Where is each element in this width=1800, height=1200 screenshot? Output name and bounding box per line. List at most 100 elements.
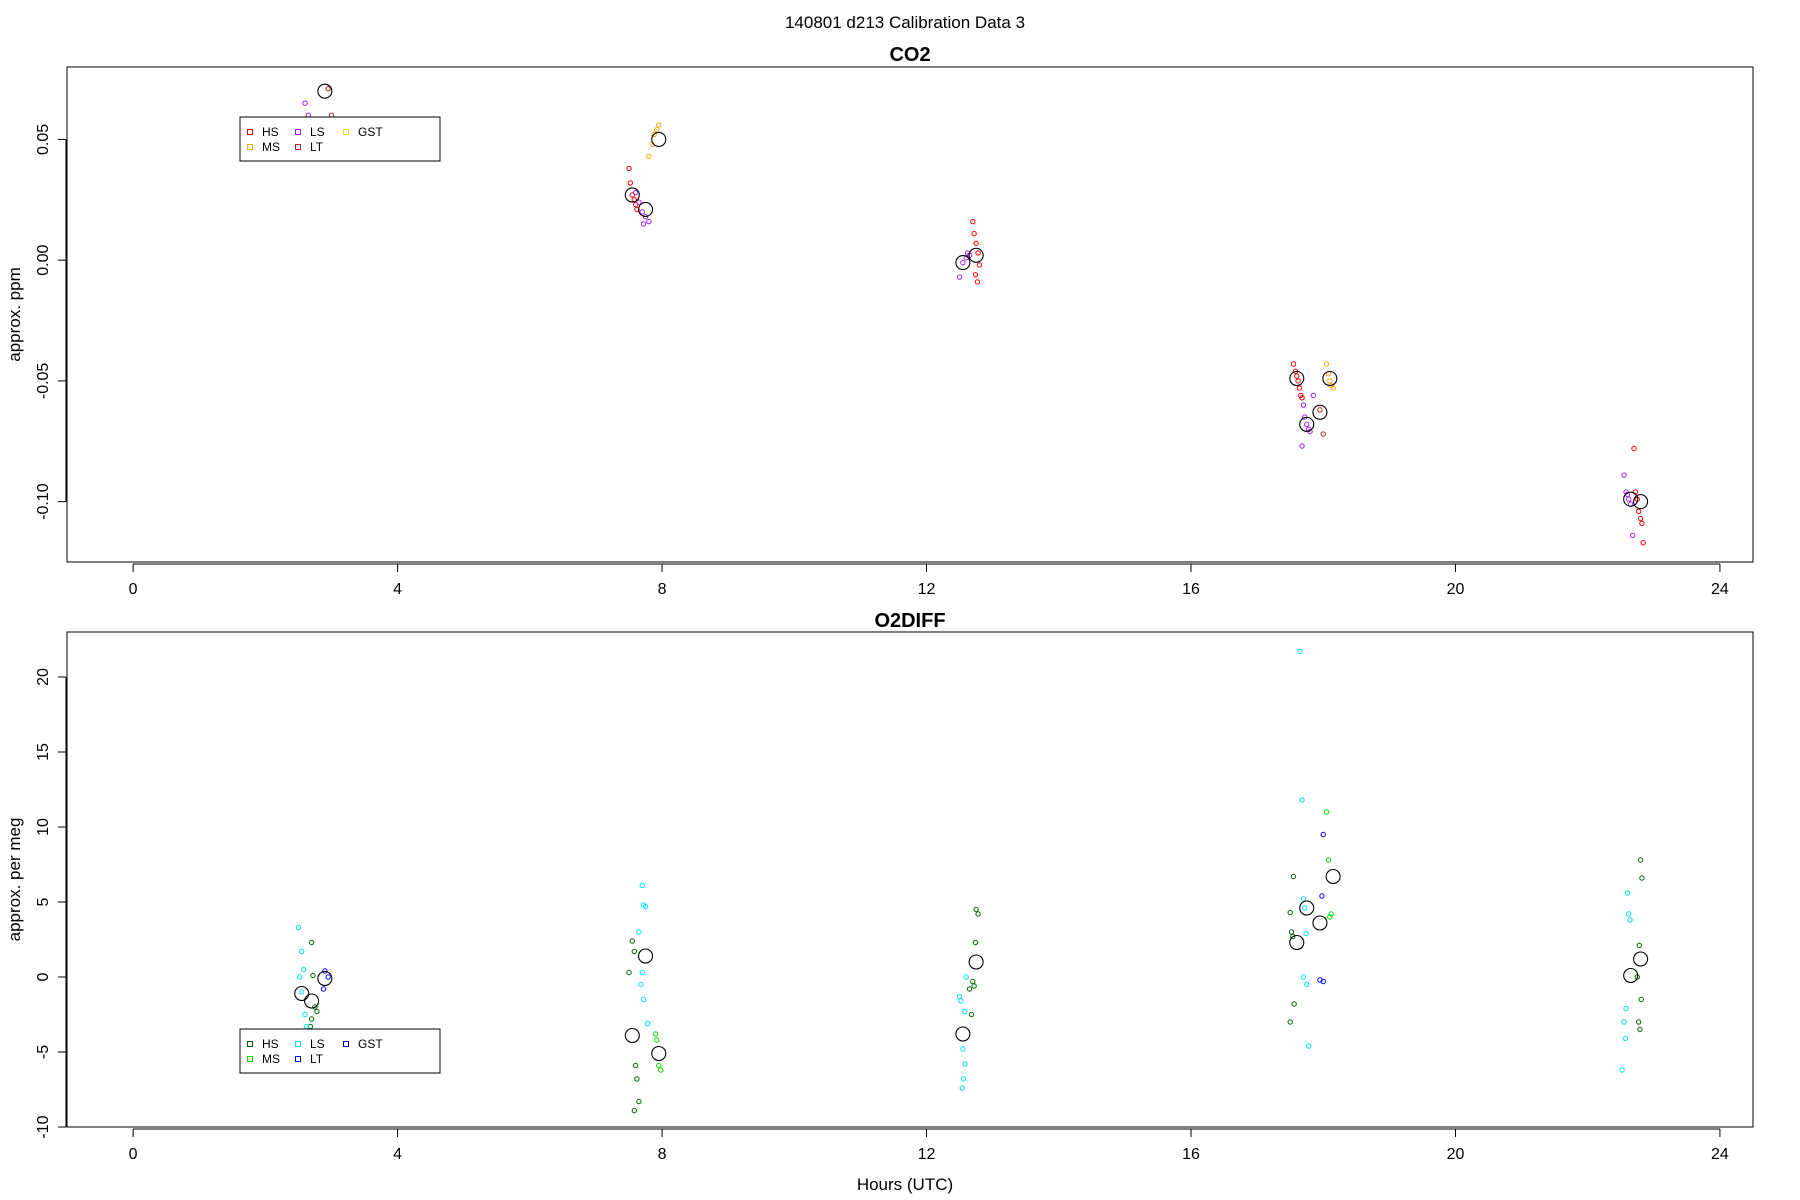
data-point: [297, 974, 303, 980]
data-point: [629, 938, 636, 944]
data-point: [325, 86, 331, 92]
x-tick-label: 16: [1182, 581, 1200, 598]
legend-marker: [295, 144, 301, 150]
x-tick-label: 4: [393, 1146, 402, 1163]
data-point: [310, 972, 316, 979]
y-tick-label: 0.00: [35, 244, 52, 275]
data-point: [640, 221, 647, 227]
data-point: [972, 271, 979, 278]
data-point: [1319, 893, 1325, 899]
data-point: [1299, 443, 1305, 449]
mean-point: [1623, 967, 1639, 984]
data-point: [1295, 378, 1301, 384]
figure-suptitle: 140801 d213 Calibration Data 3: [785, 13, 1025, 32]
data-point: [1296, 385, 1303, 391]
data-point: [1627, 917, 1633, 923]
data-point: [632, 1062, 639, 1069]
legend-label: HS: [262, 1037, 279, 1051]
data-point: [1290, 873, 1297, 880]
data-point: [301, 966, 307, 973]
mean-point: [968, 954, 984, 970]
data-point: [1325, 857, 1332, 863]
legend-box: [239, 116, 441, 162]
plot-frame: [66, 631, 1754, 1128]
data-point: [1287, 1019, 1293, 1025]
data-point: [636, 1098, 642, 1105]
mean-point: [968, 247, 984, 263]
legend-marker: [247, 1056, 253, 1062]
data-point: [1635, 508, 1642, 514]
mean-point: [651, 1045, 667, 1062]
y-axis-label: approx. per meg: [5, 818, 24, 942]
data-point: [636, 199, 642, 205]
legend-label: GST: [358, 125, 383, 139]
legend-marker: [247, 129, 253, 135]
y-axis-label: approx. ppm: [5, 267, 24, 362]
data-point: [325, 974, 331, 980]
data-point: [973, 906, 979, 913]
legend-marker: [247, 144, 253, 150]
x-tick-label: 8: [658, 581, 667, 598]
y-tick-label: 15: [35, 743, 52, 761]
data-point: [1320, 431, 1326, 437]
mean-point: [624, 1027, 640, 1044]
data-point: [302, 100, 308, 106]
data-point: [639, 969, 645, 976]
data-point: [1637, 857, 1644, 863]
mean-point: [317, 83, 333, 99]
mean-point: [1322, 370, 1338, 387]
co2-panel: CO2 approx. ppm 0 4 8 12 16 20 24 -0.10 -0.05 0.00 0…: [5, 44, 1754, 598]
data-point: [1625, 496, 1632, 502]
mean-point: [955, 255, 971, 271]
data-point: [1328, 911, 1334, 917]
y-tick-label: -5: [35, 1045, 52, 1059]
mean-point: [955, 1026, 971, 1042]
mean-point: [1289, 370, 1305, 387]
data-point: [971, 230, 977, 237]
data-point: [1624, 890, 1631, 896]
data-point: [1304, 981, 1310, 988]
plot-frame: [66, 66, 1754, 563]
data-point: [1299, 395, 1305, 401]
mean-point: [1289, 934, 1305, 951]
data-point: [960, 1046, 966, 1052]
data-point: [1327, 378, 1333, 384]
data-point: [658, 1067, 664, 1073]
x-tick-label: 24: [1711, 581, 1729, 598]
data-point: [639, 882, 645, 889]
data-point: [1305, 1043, 1312, 1049]
data-point: [312, 1004, 318, 1010]
data-point: [1638, 996, 1644, 1003]
x-tick-label: 0: [129, 1146, 138, 1163]
data-point: [972, 939, 979, 946]
legend-marker: [247, 1041, 253, 1047]
data-point: [975, 911, 981, 917]
data-point: [1317, 407, 1323, 413]
y-tick-label: -0.05: [35, 363, 52, 400]
data-point: [1299, 797, 1305, 803]
panel-title: O2DIFF: [874, 610, 945, 632]
legend-box: [239, 1028, 441, 1074]
data-point: [642, 903, 649, 910]
data-point: [1622, 1035, 1629, 1042]
y-tick-label: 10: [35, 818, 52, 836]
data-point: [1304, 421, 1310, 428]
data-point: [1287, 909, 1293, 916]
mean-point: [294, 985, 310, 1002]
data-point: [654, 127, 660, 133]
mean-point: [317, 970, 333, 987]
x-tick-label: 20: [1447, 581, 1465, 598]
legend-label: GST: [358, 1037, 383, 1051]
data-point: [1323, 361, 1330, 367]
data-point: [1300, 402, 1307, 408]
data-point: [1639, 520, 1645, 527]
data-point: [1300, 974, 1307, 980]
data-point: [1637, 515, 1644, 522]
data-point: [1294, 373, 1300, 379]
y-tick-label: -10: [35, 1115, 52, 1138]
data-point: [320, 986, 327, 992]
data-point: [634, 1076, 640, 1082]
data-point: [973, 240, 979, 246]
data-point: [627, 180, 634, 186]
